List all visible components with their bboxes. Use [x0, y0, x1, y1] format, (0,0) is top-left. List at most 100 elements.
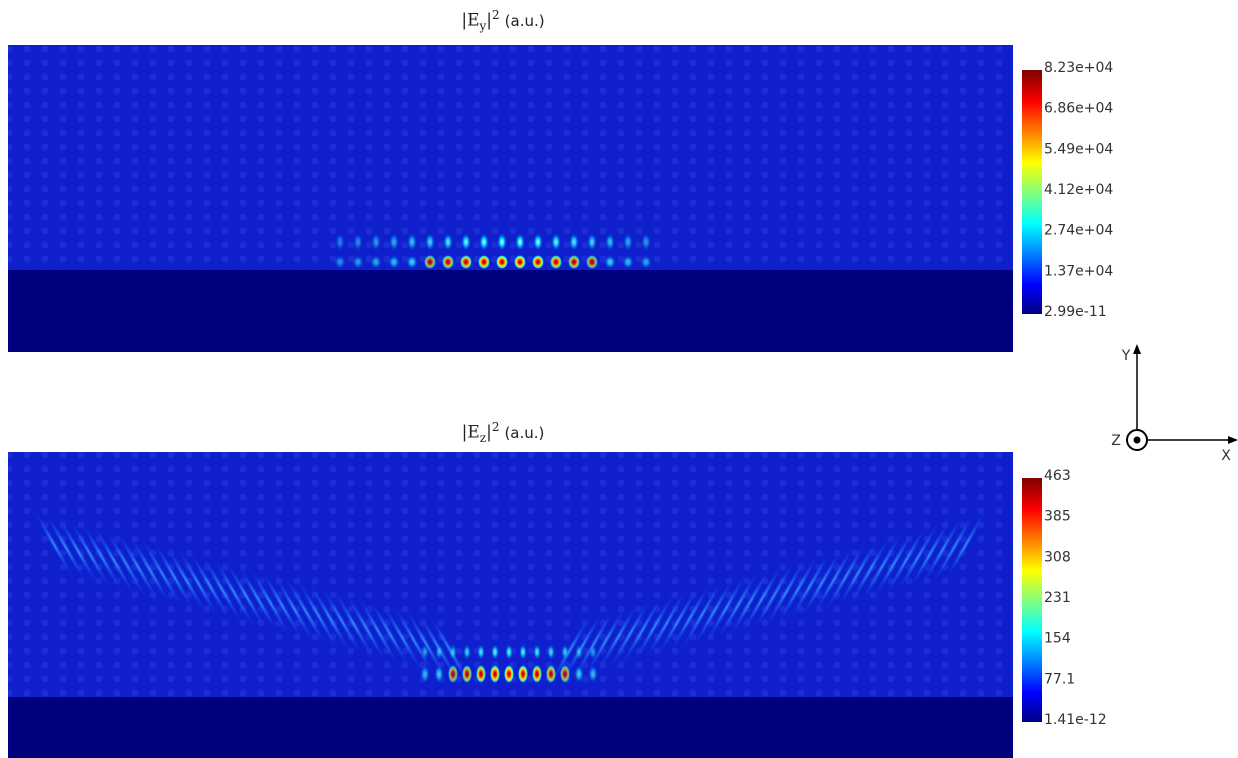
title-sup: 2 — [492, 8, 500, 22]
field-streak — [57, 516, 99, 586]
field-streak — [729, 567, 771, 637]
field-streak — [237, 564, 279, 634]
field-streak — [381, 602, 423, 672]
colorbar-label: 463 — [1044, 468, 1071, 484]
field-spot — [568, 255, 580, 269]
field-spot — [448, 665, 458, 683]
field-spot — [435, 644, 443, 660]
field-streak — [765, 557, 807, 628]
field-spot — [406, 255, 418, 269]
field-spot — [352, 255, 364, 269]
field-streak — [81, 522, 123, 592]
field-spots — [33, 509, 987, 685]
title-sup: 2 — [491, 420, 500, 434]
colorbar-label: 385 — [1044, 509, 1071, 525]
field-streak — [69, 519, 111, 589]
field-spot — [551, 233, 561, 251]
field-streak — [633, 592, 675, 663]
field-streak — [573, 608, 615, 679]
field-streak — [645, 589, 687, 660]
field-streak — [813, 544, 855, 615]
field-streak — [177, 548, 219, 618]
colorbar-label: 5.49e+04 — [1044, 141, 1113, 157]
field-streak — [285, 576, 327, 647]
field-spot — [640, 255, 652, 269]
field-spot — [533, 644, 541, 660]
field-spot — [547, 644, 555, 660]
field-spot — [476, 665, 486, 683]
field-spot — [622, 255, 634, 269]
title-bar: | — [461, 422, 468, 443]
field-streak — [165, 544, 207, 615]
field-streak — [369, 599, 411, 669]
field-streak — [669, 583, 711, 653]
field-spot — [479, 233, 489, 251]
title-unit: (a.u.) — [504, 423, 545, 442]
field-spot — [496, 255, 508, 269]
field-streak — [801, 548, 843, 618]
field-streak — [273, 573, 315, 644]
title-unit: (a.u.) — [504, 11, 545, 30]
substrate — [8, 270, 1013, 352]
colorbar-label: 8.23e+04 — [1044, 60, 1113, 76]
field-spot — [449, 644, 457, 660]
field-streak — [33, 509, 75, 580]
field-spot — [518, 665, 528, 683]
field-streak — [861, 532, 903, 602]
field-spot — [532, 255, 544, 269]
title-bar: | — [486, 422, 492, 443]
field-streak — [837, 538, 879, 608]
colorbar-label: 2.99e-11 — [1044, 304, 1107, 320]
field-spot — [497, 233, 507, 251]
colorbar-label: 77.1 — [1044, 671, 1075, 687]
field-spot — [477, 644, 485, 660]
title-sub: y — [479, 19, 487, 34]
field-streak — [249, 567, 291, 637]
field-spot — [504, 665, 514, 683]
field-spot — [561, 644, 569, 660]
title-bar: | — [486, 10, 493, 31]
field-spot — [371, 233, 381, 251]
field-streak — [585, 605, 627, 676]
title-symbol: E — [467, 422, 480, 443]
field-streak — [93, 525, 135, 596]
field-streak — [405, 608, 447, 679]
colorbar — [1022, 478, 1042, 722]
field-spot — [443, 233, 453, 251]
field-streak — [609, 599, 651, 669]
field-streak — [597, 602, 639, 672]
field-streak — [777, 554, 819, 624]
field-spots — [334, 233, 652, 269]
field-streak — [693, 576, 735, 647]
field-spot — [463, 644, 471, 660]
field-spot — [478, 255, 490, 269]
field-streak — [321, 586, 363, 656]
field-streak — [213, 557, 255, 628]
field-streak — [717, 570, 759, 640]
field-spot — [532, 665, 542, 683]
field-spot — [491, 644, 499, 660]
field-streak — [657, 586, 699, 656]
field-spot — [505, 644, 513, 660]
field-streak — [141, 538, 183, 608]
field-streak — [225, 560, 267, 631]
panel-title: |Ez|2 (a.u.) — [462, 420, 545, 445]
field-spot — [407, 233, 417, 251]
arrow-head — [1133, 344, 1141, 354]
field-spot — [442, 255, 454, 269]
field-streak — [45, 512, 87, 583]
field-spot — [575, 644, 583, 660]
panel-title: |Ey|2 (a.u.) — [461, 8, 544, 33]
field-streak — [105, 528, 147, 599]
field-spot — [519, 644, 527, 660]
field-spot — [334, 255, 346, 269]
colorbar-label: 6.86e+04 — [1044, 101, 1113, 117]
field-streak — [705, 573, 747, 644]
title-symbol: E — [467, 10, 480, 31]
field-spot — [461, 233, 471, 251]
colorbar-label: 231 — [1044, 590, 1071, 606]
field-spot — [604, 255, 616, 269]
axis-label: Y — [1121, 348, 1131, 364]
field-streak — [873, 528, 915, 599]
